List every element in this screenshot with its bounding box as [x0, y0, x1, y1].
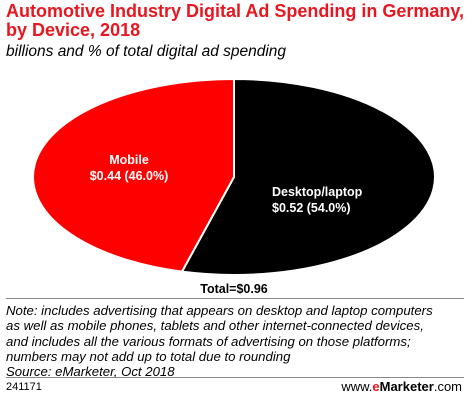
- footer-divider: [6, 377, 464, 378]
- pie-chart: Mobile $0.44 (46.0%) Desktop/laptop $0.5…: [32, 77, 436, 296]
- slice-label-mobile-name: Mobile: [109, 153, 149, 167]
- note-line: and includes all the various formats of …: [6, 333, 411, 349]
- notes-top-divider: [6, 298, 464, 299]
- slice-label-desktop-value: $0.52 (54.0%): [272, 201, 351, 215]
- pie-labels: Mobile $0.44 (46.0%) Desktop/laptop $0.5…: [90, 153, 363, 215]
- pie-slice-desktop-laptop: [180, 77, 436, 276]
- logo-e: e: [372, 379, 380, 394]
- pie-slice-mobile: [32, 77, 235, 273]
- source-line: Source: eMarketer, Oct 2018: [6, 364, 175, 380]
- chart-title-line-2: by Device, 2018: [6, 20, 141, 40]
- slice-label-desktop-name: Desktop/laptop: [272, 185, 363, 199]
- pie-slices: [32, 77, 436, 276]
- logo-suffix: .com: [433, 379, 462, 394]
- chart-subtitle: billions and % of total digital ad spend…: [6, 43, 287, 60]
- note-line: Note: includes advertising that appears …: [6, 303, 433, 318]
- chart-id: 241171: [6, 381, 42, 393]
- note-line: as well as mobile phones, tablets and ot…: [6, 318, 424, 334]
- logo-main: Marketer: [379, 379, 434, 394]
- pie-total-label: Total=$0.96: [200, 282, 268, 296]
- chart-notes: Note: includes advertising that appears …: [6, 303, 466, 379]
- note-line: numbers may not add up to total due to r…: [6, 348, 291, 364]
- chart-title-line-1: Automotive Industry Digital Ad Spending …: [6, 1, 465, 21]
- slice-label-mobile-value: $0.44 (46.0%): [90, 169, 169, 183]
- emarketer-logo: www.eMarketer.com: [341, 379, 462, 394]
- logo-prefix: www.: [341, 379, 373, 394]
- chart-title: Automotive Industry Digital Ad Spending …: [6, 2, 466, 40]
